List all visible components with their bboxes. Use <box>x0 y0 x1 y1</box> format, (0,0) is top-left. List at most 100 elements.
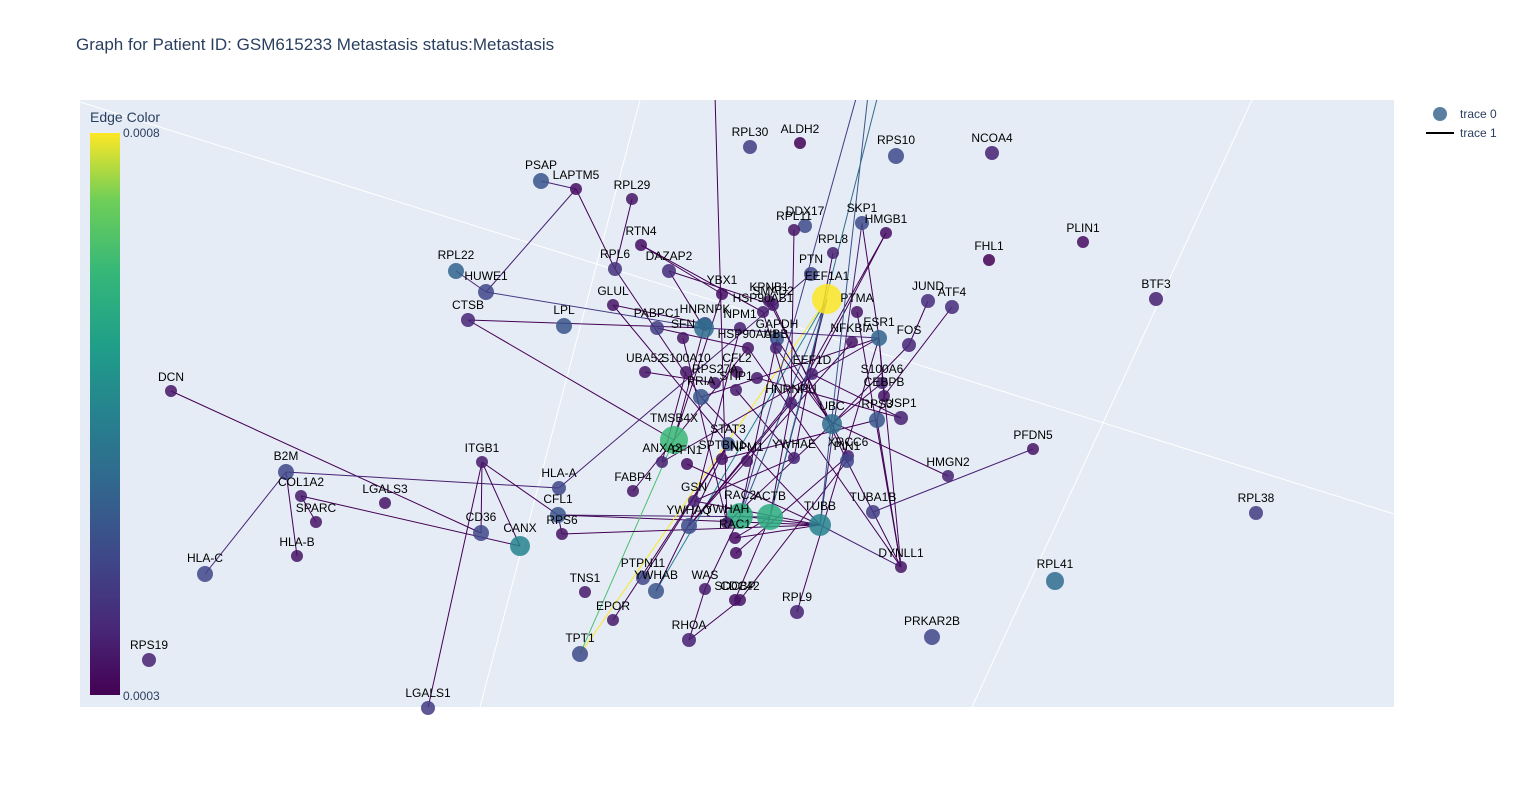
node-rps3[interactable] <box>869 412 885 428</box>
node-esr1[interactable] <box>871 330 887 346</box>
node-hsp90aa1[interactable] <box>742 342 754 354</box>
node-cebpb[interactable] <box>878 390 890 402</box>
node-ywhab[interactable] <box>648 583 664 599</box>
node-lgals1[interactable] <box>421 701 435 715</box>
node-rpl11[interactable] <box>788 224 800 236</box>
node-ywhah[interactable] <box>721 517 733 529</box>
node-dazap2[interactable] <box>662 264 676 278</box>
node-canx[interactable] <box>510 536 530 556</box>
node-pin1[interactable] <box>840 454 854 468</box>
node-skp1[interactable] <box>855 216 869 230</box>
node-gsn[interactable] <box>688 495 700 507</box>
node-dynll1[interactable] <box>895 561 907 573</box>
node-ptpn11[interactable] <box>636 571 650 585</box>
node-rps27a[interactable] <box>709 377 721 389</box>
node-jund[interactable] <box>921 294 935 308</box>
node-rpl6[interactable] <box>608 262 622 276</box>
node-rps6[interactable] <box>556 528 568 540</box>
node-ddx17[interactable] <box>798 219 812 233</box>
node-npm1b[interactable] <box>741 455 753 467</box>
node-cd9[interactable] <box>751 372 763 384</box>
node-eef1a1[interactable] <box>812 284 842 314</box>
node-rac1[interactable] <box>729 532 741 544</box>
node-ywhae[interactable] <box>788 452 800 464</box>
node-b2m[interactable] <box>278 464 294 480</box>
node-rpl30[interactable] <box>743 140 757 154</box>
node-aldh2[interactable] <box>794 137 806 149</box>
node-hmgn2[interactable] <box>942 470 954 482</box>
node-rpl8[interactable] <box>827 247 839 259</box>
node-hnrnpu[interactable] <box>785 397 797 409</box>
node-was[interactable] <box>699 583 711 595</box>
node-rpl29[interactable] <box>626 193 638 205</box>
node-sfn[interactable] <box>677 332 689 344</box>
node-ubc[interactable] <box>822 414 842 434</box>
node-cfl1[interactable] <box>550 507 566 523</box>
node-ybx1[interactable] <box>716 288 728 300</box>
node-fos[interactable] <box>902 338 916 352</box>
node-smad2[interactable] <box>767 299 779 311</box>
legend-label-trace1[interactable]: trace 1 <box>1460 126 1497 140</box>
node-eef1d[interactable] <box>806 368 818 380</box>
node-ywhaq[interactable] <box>681 518 697 534</box>
node-uba52[interactable] <box>639 366 651 378</box>
node-usp1[interactable] <box>894 411 908 425</box>
node-rtn4[interactable] <box>635 239 647 251</box>
legend[interactable]: trace 0 trace 1 <box>1426 107 1497 140</box>
node-tmsb4x[interactable] <box>660 426 688 454</box>
node-nfkbia[interactable] <box>846 336 858 348</box>
node-epor[interactable] <box>607 614 619 626</box>
node-rpl38[interactable] <box>1249 506 1263 520</box>
node-stip1[interactable] <box>730 384 742 396</box>
node-tuba1b[interactable] <box>866 505 880 519</box>
node-fabp4[interactable] <box>627 485 639 497</box>
node-rhoa[interactable] <box>682 633 696 647</box>
node-prkar2b[interactable] <box>924 629 940 645</box>
node-cdc42[interactable] <box>734 594 746 606</box>
node-btf3[interactable] <box>1149 292 1163 306</box>
node-atf4[interactable] <box>945 300 959 314</box>
node-sptbn1[interactable] <box>716 453 728 465</box>
node-cd36[interactable] <box>473 525 489 541</box>
node-hla-b[interactable] <box>291 550 303 562</box>
node-plin1[interactable] <box>1077 236 1089 248</box>
node-pria[interactable] <box>693 389 709 405</box>
legend-label-trace0[interactable]: trace 0 <box>1460 107 1497 121</box>
node-rpl22[interactable] <box>448 263 464 279</box>
node-tns1[interactable] <box>579 586 591 598</box>
node-ctsb[interactable] <box>461 313 475 327</box>
node-hla-a[interactable] <box>552 481 566 495</box>
node-anxa2[interactable] <box>656 456 668 468</box>
node-rps19[interactable] <box>142 653 156 667</box>
node-tpt1[interactable] <box>572 646 588 662</box>
node-ptma[interactable] <box>851 306 863 318</box>
node-hsp90ab1[interactable] <box>757 306 769 318</box>
node-pfn1[interactable] <box>681 458 693 470</box>
node-pabpc1[interactable] <box>650 321 664 335</box>
node-huwe1[interactable] <box>478 284 494 300</box>
node-s100a6[interactable] <box>876 377 888 389</box>
node-npm1[interactable] <box>734 322 746 334</box>
node-hmgb1[interactable] <box>880 227 892 239</box>
node-laptm5[interactable] <box>570 183 582 195</box>
node-rpl41[interactable] <box>1046 572 1064 590</box>
node-pfdn5[interactable] <box>1027 443 1039 455</box>
node-lgals3[interactable] <box>379 497 391 509</box>
node-glul[interactable] <box>607 299 619 311</box>
node-dcn[interactable] <box>165 385 177 397</box>
node-rac1b[interactable] <box>730 547 742 559</box>
node-s100a10[interactable] <box>680 366 692 378</box>
node-ncoa4[interactable] <box>985 146 999 160</box>
node-cfl2[interactable] <box>731 366 743 378</box>
node-gapdh[interactable] <box>770 332 784 346</box>
node-rps10[interactable] <box>888 148 904 164</box>
node-tubb[interactable] <box>809 514 831 536</box>
node-lpl[interactable] <box>556 318 572 334</box>
node-rac2[interactable] <box>727 503 753 529</box>
node-hla-c[interactable] <box>197 566 213 582</box>
node-col1a2[interactable] <box>295 490 307 502</box>
node-ptn[interactable] <box>804 267 818 281</box>
node-fhl1[interactable] <box>983 254 995 266</box>
node-ywhaz[interactable] <box>694 318 714 338</box>
node-psap[interactable] <box>533 173 549 189</box>
